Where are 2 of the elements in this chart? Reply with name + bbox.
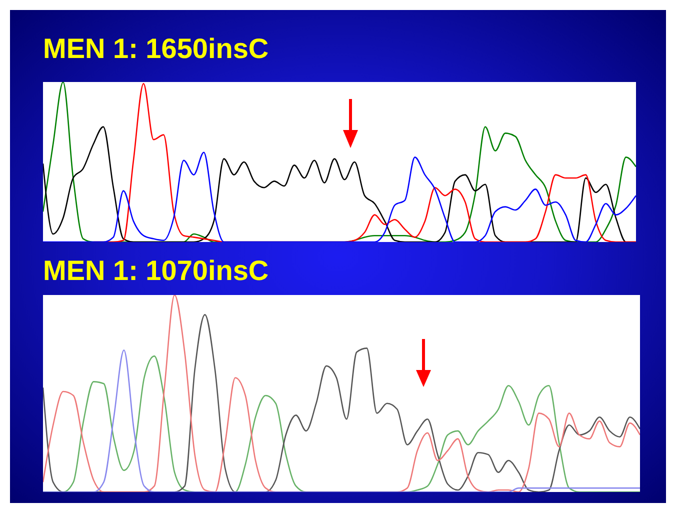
chart-title: MEN 1: 1070insC [43, 255, 269, 286]
chart-title: MEN 1: 1650insC [43, 33, 269, 64]
